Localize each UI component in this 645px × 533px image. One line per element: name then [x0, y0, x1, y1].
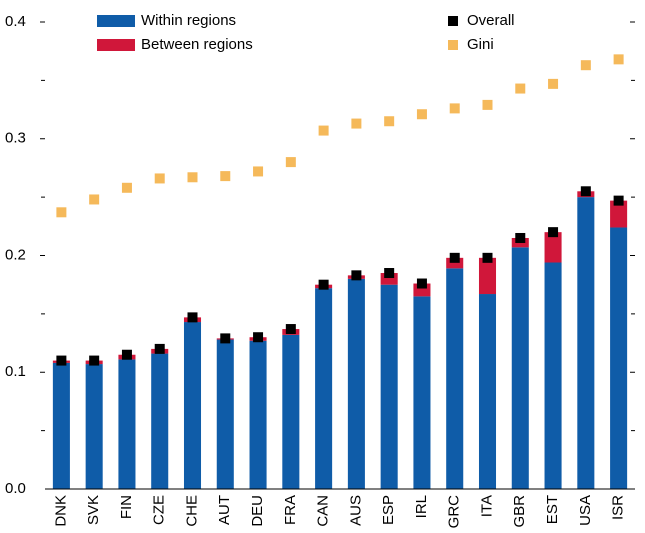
- marker: [121, 182, 132, 193]
- bar-segment: [183, 322, 202, 489]
- marker: [285, 157, 296, 168]
- marker: [89, 194, 100, 205]
- legend-label: Within regions: [141, 12, 236, 29]
- bar-segment: [118, 359, 136, 489]
- x-tick-label: FIN: [118, 495, 135, 519]
- marker: [613, 54, 624, 65]
- x-tick-label: AUT: [216, 495, 233, 525]
- bar-segment: [511, 247, 529, 489]
- x-tick-label: DNK: [52, 495, 69, 527]
- bar-segment: [577, 197, 595, 489]
- marker: [56, 355, 67, 366]
- bar-segment: [347, 278, 365, 489]
- bar-segment: [610, 227, 628, 490]
- marker: [56, 207, 67, 218]
- marker: [154, 173, 165, 184]
- legend-swatch: [448, 40, 458, 50]
- bar-segment: [478, 257, 497, 295]
- x-tick-label: GBR: [511, 495, 528, 528]
- bar-segment: [478, 294, 497, 489]
- y-tick-label: 0.2: [5, 246, 26, 263]
- marker: [384, 116, 395, 127]
- y-tick-label: 0.0: [5, 480, 26, 497]
- marker: [416, 278, 427, 289]
- bar-segment: [544, 232, 562, 263]
- legend-swatch: [97, 15, 135, 27]
- legend-swatch: [448, 16, 458, 26]
- marker: [89, 355, 100, 366]
- x-tick-label: ITA: [478, 495, 495, 517]
- marker: [253, 332, 264, 343]
- marker: [580, 186, 591, 197]
- marker: [318, 279, 329, 290]
- marker: [548, 227, 559, 238]
- marker: [482, 252, 493, 263]
- x-tick-label: CAN: [315, 495, 332, 527]
- x-tick-label: CHE: [183, 495, 200, 527]
- x-tick-label: SVK: [85, 495, 102, 525]
- marker: [351, 270, 362, 281]
- marker: [449, 252, 460, 263]
- bar-segment: [544, 262, 562, 489]
- bar-segment: [151, 353, 169, 489]
- x-tick-label: IRL: [413, 495, 430, 518]
- marker: [121, 349, 132, 360]
- marker: [253, 166, 264, 177]
- legend-label: Gini: [467, 36, 494, 53]
- bar-segment: [413, 296, 431, 489]
- bar-segment: [85, 364, 103, 489]
- marker: [318, 125, 329, 136]
- bar-segment: [315, 288, 333, 489]
- marker: [482, 99, 493, 110]
- marker: [548, 78, 559, 89]
- marker: [220, 333, 231, 344]
- marker: [154, 343, 165, 354]
- marker: [187, 312, 198, 323]
- bar-segment: [380, 284, 398, 489]
- bar-segment: [52, 362, 70, 489]
- bar-segment: [446, 257, 464, 269]
- bar-segment: [446, 268, 464, 489]
- marker: [285, 324, 296, 335]
- legend-label: Overall: [467, 12, 515, 29]
- marker: [187, 172, 198, 183]
- x-tick-label: ESP: [380, 495, 397, 525]
- y-tick-label: 0.3: [5, 130, 26, 147]
- x-tick-label: USA: [577, 495, 594, 526]
- x-tick-label: GRC: [446, 495, 463, 529]
- marker: [515, 232, 526, 243]
- marker: [613, 195, 624, 206]
- y-tick-label: 0.4: [5, 13, 26, 30]
- marker: [515, 83, 526, 94]
- x-tick-label: EST: [544, 495, 561, 524]
- bar-segment: [249, 340, 267, 489]
- x-tick-label: AUS: [347, 495, 364, 526]
- legend-label: Between regions: [141, 36, 253, 53]
- x-tick-label: DEU: [249, 495, 266, 527]
- marker: [351, 118, 362, 129]
- marker: [580, 60, 591, 71]
- marker: [449, 103, 460, 114]
- bar-segment: [380, 273, 398, 285]
- x-tick-label: CZE: [151, 495, 168, 525]
- x-tick-label: FRA: [282, 495, 299, 525]
- y-tick-label: 0.1: [5, 363, 26, 380]
- x-tick-label: ISR: [610, 495, 627, 520]
- marker: [384, 268, 395, 279]
- bar-segment: [610, 200, 628, 228]
- bar-segment: [216, 339, 234, 489]
- marker: [416, 109, 427, 120]
- marker: [220, 171, 231, 182]
- bar-segment: [282, 334, 300, 489]
- legend-swatch: [97, 39, 135, 51]
